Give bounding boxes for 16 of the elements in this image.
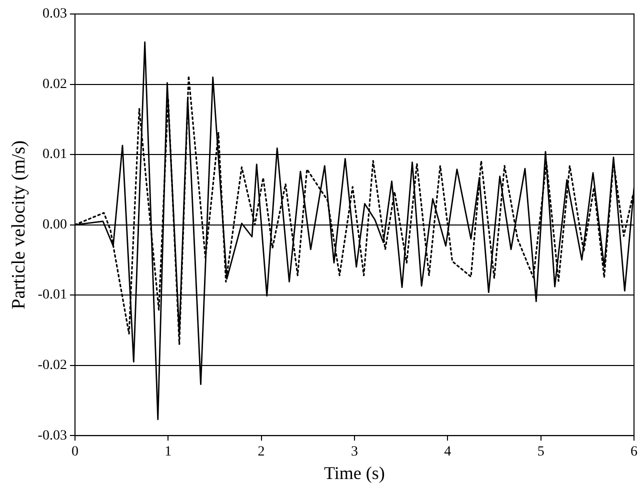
y-tick-label: 0.02: [42, 76, 67, 92]
x-tick-label: 3: [350, 444, 358, 460]
x-tick-label: 6: [630, 444, 638, 460]
y-axis-title: Particle velocity (m/s): [8, 140, 30, 310]
x-tick-label: 4: [444, 444, 452, 460]
y-tick-label: -0.03: [38, 428, 67, 444]
y-tick-label: 0.01: [42, 147, 67, 162]
x-tick-label: 2: [258, 444, 265, 460]
x-axis-title: Time (s): [324, 462, 385, 483]
y-tick-label: -0.02: [38, 358, 67, 374]
x-tick-label: 5: [537, 444, 544, 460]
x-tick-label: 1: [164, 444, 172, 460]
y-tick-label: -0.01: [38, 288, 67, 303]
y-tick-label: 0.03: [42, 6, 67, 22]
x-tick-label: 0: [71, 444, 78, 460]
y-tick-label: 0.00: [42, 217, 67, 232]
